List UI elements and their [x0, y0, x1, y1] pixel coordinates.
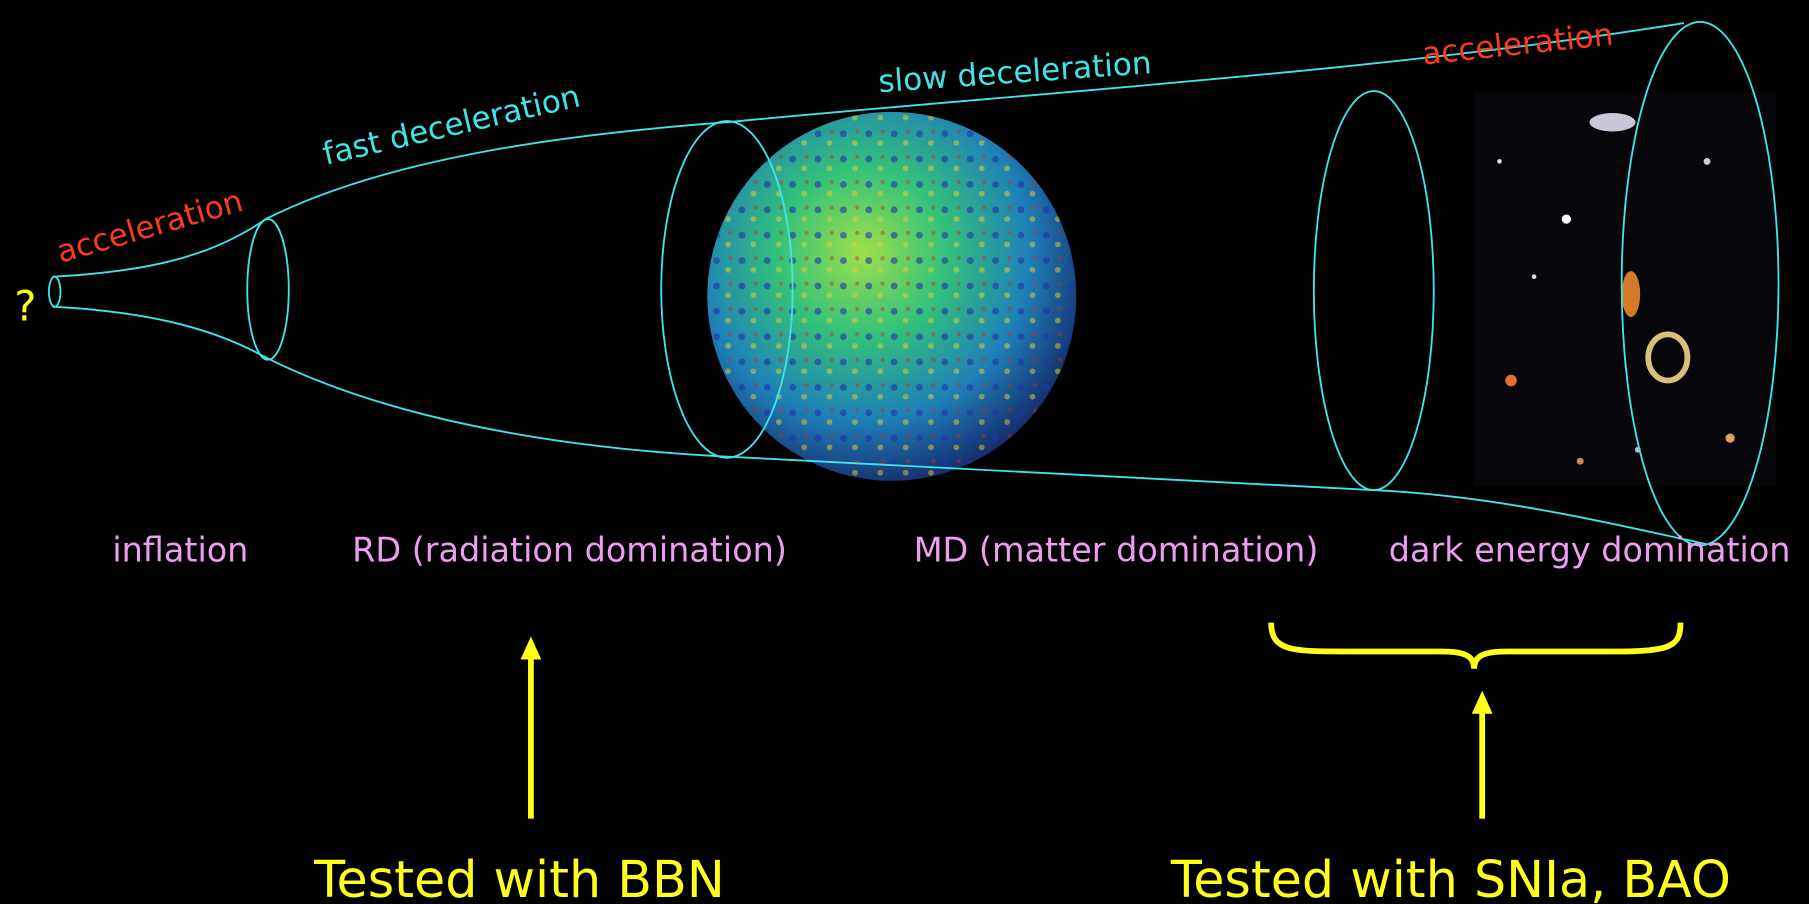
- era-label: dark energy domination: [1389, 531, 1791, 570]
- test-label: Tested with SNIa, BAO: [1170, 850, 1731, 904]
- cmb-sphere: [707, 112, 1076, 481]
- era-label: MD (matter domination): [914, 531, 1319, 570]
- test-label: Tested with BBN: [313, 850, 725, 904]
- page: {"diagram": { "question": "?", "phase_la…: [0, 0, 1809, 904]
- era-label: inflation: [112, 531, 248, 570]
- question-mark: ?: [14, 282, 36, 331]
- era-label: RD (radiation domination): [352, 531, 787, 570]
- deep-field-image: [1474, 92, 1776, 486]
- universe-history-diagram: ? acceleration fast deceleration slow de…: [0, 0, 1809, 904]
